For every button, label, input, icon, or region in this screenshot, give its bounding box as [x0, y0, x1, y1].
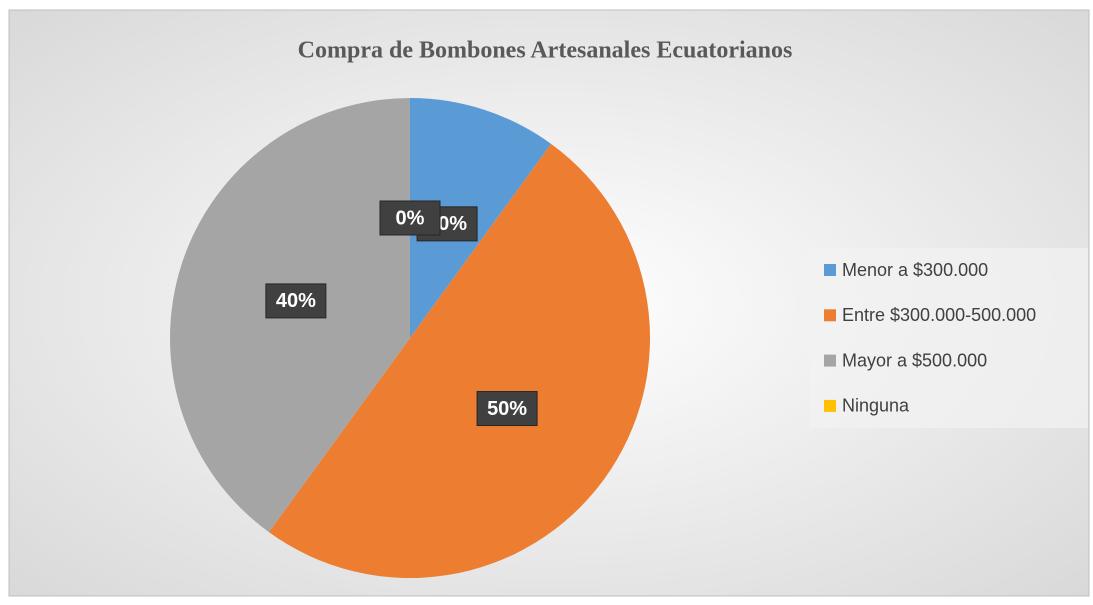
data-label-box: [265, 283, 327, 319]
data-label: 50%: [476, 391, 538, 427]
data-label-text: 50%: [487, 398, 527, 420]
data-label-box: [379, 200, 441, 236]
legend-label: Menor a $300.000: [842, 260, 988, 280]
legend-label: Ninguna: [842, 396, 910, 416]
data-label-text: 0%: [396, 207, 425, 229]
legend-swatch: [824, 264, 836, 276]
legend-label: Mayor a $500.000: [842, 350, 987, 370]
pie-slice: [268, 143, 651, 578]
pie-slice: [410, 98, 552, 338]
data-label-text: 40%: [276, 290, 316, 312]
data-label: 0%: [379, 200, 441, 236]
legend-swatch: [824, 399, 836, 412]
data-label-box: [476, 391, 538, 427]
data-label: 40%: [265, 283, 327, 319]
legend-swatch: [824, 309, 836, 322]
legend-label: Entre $300.000-500.000: [842, 305, 1036, 325]
legend: [810, 248, 1088, 428]
chart-title: Compra de Bombones Artesanales Ecuatoria…: [298, 38, 793, 64]
legend-swatch: [824, 354, 836, 367]
